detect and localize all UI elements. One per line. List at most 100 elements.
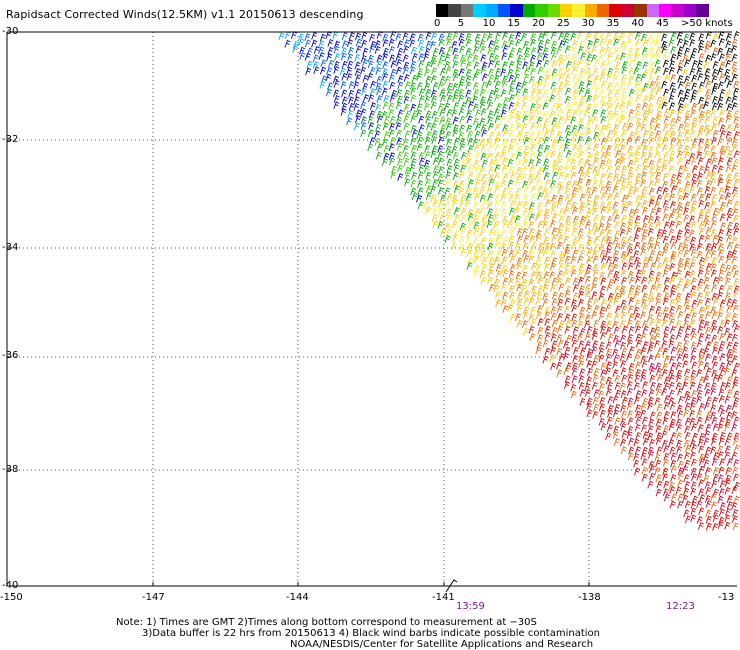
wind-barb xyxy=(696,472,703,481)
wind-barb xyxy=(683,214,690,223)
wind-barb xyxy=(655,283,662,291)
wind-barb xyxy=(697,298,704,307)
wind-barb xyxy=(607,114,614,123)
wind-barb xyxy=(550,312,557,321)
wind-barb xyxy=(459,54,467,63)
wind-barb xyxy=(370,40,377,49)
wind-barb xyxy=(614,339,621,348)
wind-barb xyxy=(424,82,431,91)
wind-barb xyxy=(698,332,705,341)
wind-barb xyxy=(662,297,669,306)
wind-barb xyxy=(691,89,698,98)
wind-barb xyxy=(521,80,528,89)
wind-barb xyxy=(614,403,621,412)
wind-barb xyxy=(704,94,712,103)
wind-barb xyxy=(677,157,684,166)
wind-barb xyxy=(648,297,655,305)
wind-barb xyxy=(305,67,312,76)
wind-barb xyxy=(633,186,640,195)
wind-barb xyxy=(529,94,536,103)
wind-barb xyxy=(388,108,395,117)
wind-barb xyxy=(600,115,607,124)
wind-barb xyxy=(731,355,738,363)
wind-barb xyxy=(403,122,410,131)
wind-barb xyxy=(627,305,634,314)
wind-barb xyxy=(556,325,564,334)
wind-barb xyxy=(726,348,733,357)
wind-barb xyxy=(726,298,733,307)
wind-barb xyxy=(654,352,661,361)
wind-barb xyxy=(529,164,536,173)
wind-barb xyxy=(733,87,740,96)
wind-barb xyxy=(550,362,557,371)
wind-barb xyxy=(437,220,444,229)
wind-barb xyxy=(480,143,487,152)
wind-barb xyxy=(326,53,333,61)
wind-barb xyxy=(523,52,530,61)
wind-barb xyxy=(711,164,718,173)
wind-barb xyxy=(360,116,367,124)
wind-barb xyxy=(654,200,661,209)
wind-barb xyxy=(732,143,739,152)
wind-barb xyxy=(501,248,508,257)
wind-barb xyxy=(487,242,494,251)
wind-barb xyxy=(487,110,494,119)
wind-barb xyxy=(612,334,620,343)
wind-barb xyxy=(402,32,409,41)
wind-barb xyxy=(656,262,663,271)
wind-barb xyxy=(502,305,509,313)
wind-barb xyxy=(635,368,642,377)
wind-barb xyxy=(585,128,592,137)
wind-barb xyxy=(663,452,670,461)
wind-barb xyxy=(600,80,607,89)
wind-barb xyxy=(682,346,689,355)
legend-swatch xyxy=(696,4,709,17)
wind-barb xyxy=(570,383,577,392)
wind-barb xyxy=(619,382,626,391)
wind-barb xyxy=(614,117,621,126)
wind-barb xyxy=(724,75,731,83)
wind-barb xyxy=(388,152,396,160)
wind-barb xyxy=(600,144,607,153)
wind-barb xyxy=(557,67,564,76)
wind-barb xyxy=(691,82,698,91)
wind-barb xyxy=(486,138,493,147)
wind-barb xyxy=(649,38,656,47)
wind-barb xyxy=(607,409,614,418)
wind-barb xyxy=(717,450,724,459)
wind-barb xyxy=(641,292,648,301)
wind-barb xyxy=(647,75,654,84)
wind-barb xyxy=(500,243,507,251)
wind-barb xyxy=(535,110,543,119)
wind-barb xyxy=(719,145,726,154)
wind-barb xyxy=(696,292,703,301)
wind-barb xyxy=(705,226,712,235)
wind-barb xyxy=(509,207,516,216)
wind-barb xyxy=(452,73,459,82)
wind-barb xyxy=(682,465,689,474)
wind-barb xyxy=(494,151,501,160)
wind-barb xyxy=(719,88,726,97)
wind-barb xyxy=(550,205,557,214)
wind-barb xyxy=(572,215,580,224)
wind-barb xyxy=(683,439,690,448)
wind-barb xyxy=(508,193,515,202)
wind-barb xyxy=(654,453,661,462)
wind-barb xyxy=(731,45,738,53)
wind-barb xyxy=(579,327,586,336)
wind-barb xyxy=(655,66,662,74)
wind-barb xyxy=(626,38,633,46)
wind-barb xyxy=(563,367,570,375)
wind-barb xyxy=(717,521,724,530)
wind-barb xyxy=(395,33,402,41)
wind-barb xyxy=(614,389,622,398)
wind-barb xyxy=(572,143,579,152)
wind-barb xyxy=(332,31,339,39)
wind-barb xyxy=(635,390,642,398)
wind-barb xyxy=(654,215,661,224)
legend-swatch xyxy=(634,4,647,17)
wind-barb xyxy=(388,102,395,111)
wind-barb xyxy=(537,284,544,293)
wind-barb xyxy=(696,172,704,181)
wind-barb xyxy=(487,250,494,258)
